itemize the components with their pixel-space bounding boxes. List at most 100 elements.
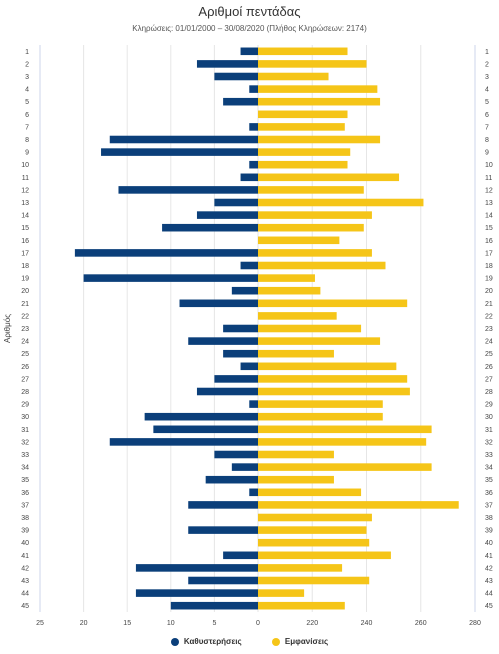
category-label-left: 37 bbox=[21, 502, 29, 509]
category-label-right: 15 bbox=[485, 225, 493, 232]
category-label-right: 21 bbox=[485, 301, 493, 308]
bar-delays bbox=[240, 47, 258, 56]
bar-delays bbox=[196, 60, 258, 68]
x-tick-label-left: 25 bbox=[36, 620, 44, 627]
legend-label-delays: Καθυστερήσεις bbox=[183, 637, 242, 647]
bar-appearances bbox=[258, 223, 364, 232]
category-label-right: 25 bbox=[485, 351, 493, 358]
bar-appearances bbox=[258, 274, 315, 282]
bar-appearances bbox=[258, 236, 340, 245]
bar-delays bbox=[74, 249, 258, 257]
bar-appearances bbox=[258, 173, 400, 182]
bar-delays bbox=[249, 123, 258, 131]
bar-delays bbox=[109, 438, 258, 446]
category-label-right: 29 bbox=[485, 402, 493, 409]
bar-delays bbox=[170, 601, 258, 610]
category-label-left: 5 bbox=[25, 99, 29, 106]
x-tick-label-right: 260 bbox=[415, 620, 427, 627]
category-label-right: 1 bbox=[485, 49, 489, 56]
category-label-left: 28 bbox=[21, 389, 29, 396]
category-label-left: 21 bbox=[21, 301, 29, 308]
category-label-left: 10 bbox=[21, 162, 29, 169]
category-label-right: 10 bbox=[485, 162, 493, 169]
category-label-right: 28 bbox=[485, 389, 493, 396]
bar-delays bbox=[196, 387, 258, 396]
bar-delays bbox=[249, 400, 258, 408]
bar-appearances bbox=[258, 286, 321, 295]
bar-appearances bbox=[258, 551, 391, 560]
category-label-left: 26 bbox=[21, 364, 29, 371]
category-label-left: 12 bbox=[21, 187, 29, 194]
bar-delays bbox=[214, 72, 258, 81]
category-label-left: 27 bbox=[21, 376, 29, 383]
category-label-left: 25 bbox=[21, 351, 29, 358]
bar-delays bbox=[135, 589, 258, 597]
bar-appearances bbox=[258, 299, 408, 308]
bar-appearances bbox=[258, 72, 329, 81]
bar-delays bbox=[249, 85, 258, 93]
category-label-right: 26 bbox=[485, 364, 493, 371]
bar-delays bbox=[196, 211, 258, 219]
bar-appearances bbox=[258, 362, 397, 371]
category-label-left: 9 bbox=[25, 150, 29, 157]
bar-delays bbox=[223, 97, 258, 106]
category-label-left: 13 bbox=[21, 200, 29, 207]
category-label-left: 1 bbox=[25, 49, 29, 56]
bar-appearances bbox=[258, 160, 348, 169]
category-label-right: 8 bbox=[485, 137, 489, 144]
category-label-right: 42 bbox=[485, 565, 493, 572]
category-label-right: 22 bbox=[485, 313, 493, 320]
category-label-left: 43 bbox=[21, 578, 29, 585]
bar-delays bbox=[162, 223, 258, 232]
bar-delays bbox=[101, 148, 258, 156]
bar-delays bbox=[214, 450, 258, 459]
category-label-left: 4 bbox=[25, 87, 29, 94]
bar-appearances bbox=[258, 312, 337, 320]
legend-item-appearances[interactable]: Εμφανίσεις bbox=[271, 637, 329, 647]
bar-delays bbox=[240, 362, 258, 371]
category-label-left: 33 bbox=[21, 452, 29, 459]
bar-appearances bbox=[258, 387, 410, 396]
bar-appearances bbox=[258, 324, 362, 333]
category-label-right: 30 bbox=[485, 414, 493, 421]
bar-delays bbox=[188, 576, 258, 585]
category-label-left: 36 bbox=[21, 490, 29, 497]
category-label-right: 17 bbox=[485, 250, 493, 257]
bar-appearances bbox=[258, 375, 408, 383]
category-label-right: 45 bbox=[485, 603, 493, 610]
bar-delays bbox=[249, 488, 258, 497]
legend-label-appearances: Εμφανίσεις bbox=[284, 637, 329, 647]
category-label-left: 14 bbox=[21, 213, 29, 220]
category-label-left: 44 bbox=[21, 591, 29, 598]
bar-appearances bbox=[258, 261, 386, 270]
category-label-right: 41 bbox=[485, 553, 493, 560]
bar-appearances bbox=[258, 564, 343, 572]
legend-item-delays[interactable]: Καθυστερήσεις bbox=[170, 637, 242, 647]
bar-appearances bbox=[258, 97, 381, 106]
bar-delays bbox=[188, 501, 258, 509]
bar-appearances bbox=[258, 110, 348, 119]
bar-delays bbox=[231, 286, 258, 295]
bar-appearances bbox=[258, 349, 334, 358]
bar-appearances bbox=[258, 425, 432, 434]
category-label-right: 3 bbox=[485, 74, 489, 81]
category-label-left: 40 bbox=[21, 540, 29, 547]
bar-appearances bbox=[258, 463, 432, 471]
category-label-left: 32 bbox=[21, 439, 29, 446]
bar-appearances bbox=[258, 589, 305, 597]
bar-delays bbox=[240, 261, 258, 270]
bar-appearances bbox=[258, 211, 372, 219]
bar-appearances bbox=[258, 148, 351, 156]
category-label-left: 31 bbox=[21, 427, 29, 434]
category-label-left: 34 bbox=[21, 465, 29, 472]
category-label-left: 11 bbox=[22, 175, 29, 182]
bar-delays bbox=[179, 299, 258, 308]
bar-delays bbox=[135, 564, 258, 572]
category-label-right: 12 bbox=[485, 187, 493, 194]
x-tick-label-left: 0 bbox=[256, 620, 260, 627]
category-label-right: 32 bbox=[485, 439, 493, 446]
category-label-left: 23 bbox=[21, 326, 29, 333]
bar-appearances bbox=[258, 488, 362, 497]
bar-delays bbox=[109, 135, 258, 144]
category-label-right: 39 bbox=[485, 528, 493, 535]
